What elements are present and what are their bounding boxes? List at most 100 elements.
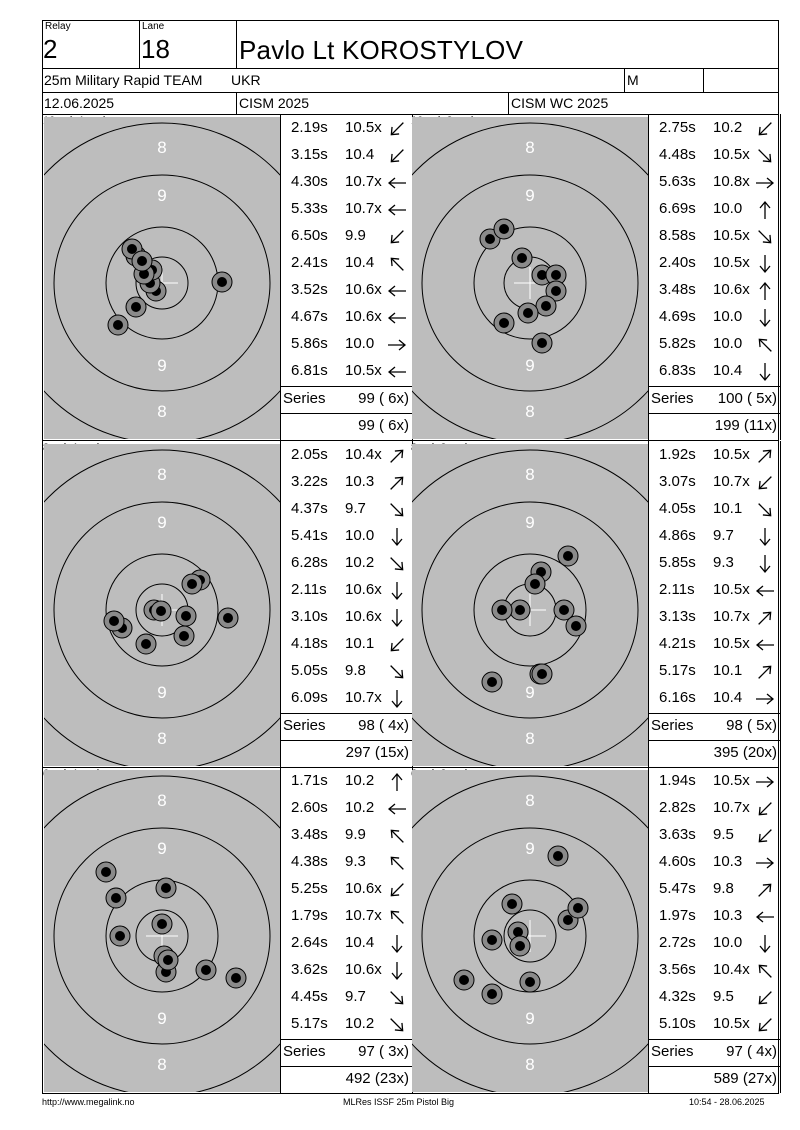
shot-hole <box>107 314 129 336</box>
direction-arrow-icon <box>391 690 403 709</box>
shot-hole <box>155 877 177 899</box>
shot-hole <box>493 218 515 240</box>
direction-arrow-icon <box>759 528 771 547</box>
direction-arrow-icon <box>755 911 774 923</box>
shot-row: 5.25s 10.6x <box>280 877 412 904</box>
shot-time: 3.13s <box>659 608 696 625</box>
ring-number: 9 <box>157 513 166 532</box>
target-ring <box>473 226 587 340</box>
ring-number: 8 <box>157 465 166 484</box>
shot-row: 6.69s 10.0 <box>648 197 780 224</box>
shot-row: 4.45s 9.7 <box>280 985 412 1012</box>
shot-score: 9.5 <box>713 988 734 1005</box>
series-total: 99 ( 6x) <box>358 390 409 407</box>
shot-time: 6.83s <box>659 362 696 379</box>
direction-arrow-icon <box>758 122 772 136</box>
shot-time: 3.63s <box>659 826 696 843</box>
direction-arrow-icon <box>758 338 772 352</box>
shot-hole <box>509 935 531 957</box>
shot-hole <box>491 599 513 621</box>
shot-score: 10.6x <box>713 281 750 298</box>
shot-row: 3.48s 9.9 <box>280 823 412 850</box>
direction-arrow-icon <box>758 991 772 1005</box>
ring-number: 9 <box>525 186 534 205</box>
target-face: 8 9 9 8 <box>44 449 280 766</box>
direction-arrow-icon <box>387 803 406 815</box>
direction-arrow-icon <box>758 665 772 679</box>
shot-hole <box>501 893 523 915</box>
direction-arrow-icon <box>758 149 772 163</box>
shot-row: 3.63s 9.5 <box>648 823 780 850</box>
direction-arrow-icon <box>390 122 404 136</box>
target-ring <box>412 122 648 439</box>
direction-arrow-icon <box>758 476 772 490</box>
shot-row: 2.75s 10.2 <box>648 116 780 143</box>
event-name: 25m Military Rapid TEAM <box>44 72 203 88</box>
target-ring <box>53 827 271 1045</box>
series-total: 97 ( 3x) <box>358 1043 409 1060</box>
shot-hole <box>511 247 533 269</box>
shot-time: 1.71s <box>291 772 328 789</box>
shot-score: 10.2 <box>713 119 743 136</box>
divider <box>648 713 780 714</box>
shot-row: 3.62s 10.6x <box>280 958 412 985</box>
direction-arrow-icon <box>390 449 404 463</box>
shot-score: 10.6x <box>345 961 382 978</box>
ring-number: 8 <box>525 402 534 421</box>
shot-time: 4.32s <box>659 988 696 1005</box>
divider <box>648 767 649 1093</box>
shot-score: 10.7x <box>713 473 750 490</box>
series-total: 97 ( 4x) <box>726 1043 777 1060</box>
shot-row: 3.13s 10.7x <box>648 605 780 632</box>
shot-row: 5.10s 10.5x <box>648 1012 780 1039</box>
shot-hole <box>547 845 569 867</box>
direction-arrow-icon <box>390 856 404 870</box>
shot-hole <box>531 332 553 354</box>
divider <box>410 767 779 768</box>
divider <box>42 440 410 441</box>
ring-number: 8 <box>157 402 166 421</box>
target: 8 9 9 8 <box>412 770 648 1092</box>
direction-arrow-icon <box>759 281 771 300</box>
shot-row: 5.85s 9.3 <box>648 551 780 578</box>
divider <box>780 114 781 440</box>
shot-hole <box>181 573 203 595</box>
ring-number: 9 <box>525 683 534 702</box>
divider <box>280 1066 412 1067</box>
shot-hole <box>105 887 127 909</box>
direction-arrow-icon <box>390 503 404 517</box>
shot-time: 3.52s <box>291 281 328 298</box>
shot-score: 10.3 <box>713 907 743 924</box>
shot-hole <box>453 969 475 991</box>
shot-time: 6.69s <box>659 200 696 217</box>
target-face: 8 9 9 8 <box>44 122 280 439</box>
shot-score: 10.7x <box>345 173 382 190</box>
direction-arrow-icon <box>391 772 403 791</box>
target-ring <box>105 553 219 667</box>
shot-hole <box>567 897 589 919</box>
shot-time: 1.92s <box>659 446 696 463</box>
shot-hole <box>553 599 575 621</box>
shot-score: 9.5 <box>713 826 734 843</box>
shot-hole <box>565 615 587 637</box>
direction-arrow-icon <box>758 802 772 816</box>
shot-time: 4.86s <box>659 527 696 544</box>
series-total-row: Series 97 ( 3x) <box>283 1043 409 1060</box>
shot-row: 3.10s 10.6x <box>280 605 412 632</box>
shot-score: 10.2 <box>345 554 375 571</box>
divider <box>508 92 509 114</box>
direction-arrow-icon <box>391 935 403 954</box>
shot-time: 3.22s <box>291 473 328 490</box>
direction-arrow-icon <box>755 585 774 597</box>
series-total-row: Series 98 ( 4x) <box>283 717 409 734</box>
target: 8 9 9 8 <box>412 117 648 439</box>
shot-hole <box>157 949 179 971</box>
divider <box>648 386 780 387</box>
shot-hole <box>217 607 239 629</box>
direction-arrow-icon <box>391 962 403 981</box>
direction-arrow-icon <box>758 883 772 897</box>
shot-score: 10.0 <box>713 308 743 325</box>
shot-row: 5.05s 9.8 <box>280 659 412 686</box>
direction-arrow-icon <box>756 177 775 189</box>
direction-arrow-icon <box>759 200 771 219</box>
